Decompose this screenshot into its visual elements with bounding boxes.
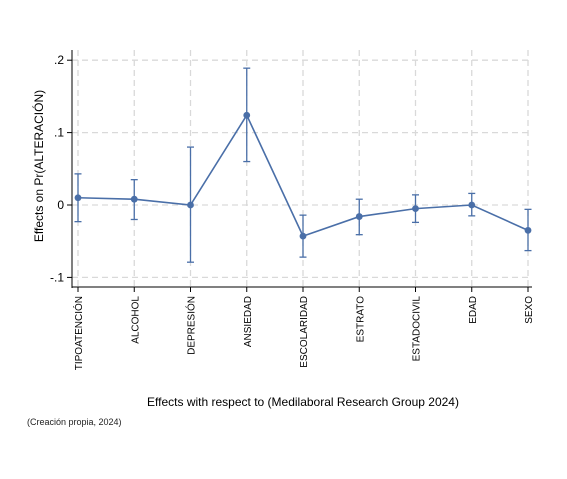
data-point	[468, 201, 476, 209]
x-tick-label: ANSIEDAD	[243, 296, 254, 347]
y-tick-label: -.1	[50, 270, 64, 284]
y-tick-label: .2	[54, 53, 64, 67]
data-point	[355, 213, 363, 220]
axes	[67, 50, 532, 292]
tick-labels: -.1 0 .1 .2 TIPOATENCIÓN ALCOHOL DEPRESIÓN ANSI…	[50, 53, 535, 370]
x-tick-label: SEXO	[524, 296, 535, 324]
y-tick-label: 0	[57, 198, 64, 212]
data-point	[412, 205, 419, 213]
x-tick-label: ALCOHOL	[130, 296, 141, 344]
x-tick-label: ESCOLARIDAD	[299, 296, 310, 368]
data-point	[74, 194, 82, 202]
x-tick-label: EDAD	[468, 296, 479, 324]
x-tick-label: ESTRATO	[355, 296, 366, 343]
gridlines	[72, 50, 532, 287]
figure-caption: (Creación propia, 2024)	[27, 417, 122, 427]
x-axis-label: Effects with respect to (Medilaboral Res…	[147, 395, 459, 409]
data-point	[187, 201, 194, 209]
data-point	[524, 226, 532, 234]
x-tick-label: DEPRESIÓN	[185, 296, 198, 355]
data-points	[74, 111, 532, 240]
y-axis-label: Effects on Pr(ALTERACIÓN)	[31, 90, 46, 242]
data-point	[243, 111, 251, 119]
data-point	[299, 232, 307, 240]
x-tick-label: ESTADOCIVIL	[412, 296, 423, 362]
y-tick-label: .1	[54, 126, 64, 140]
x-tick-label: TIPOATENCIÓN	[72, 296, 85, 370]
data-point	[130, 195, 138, 203]
